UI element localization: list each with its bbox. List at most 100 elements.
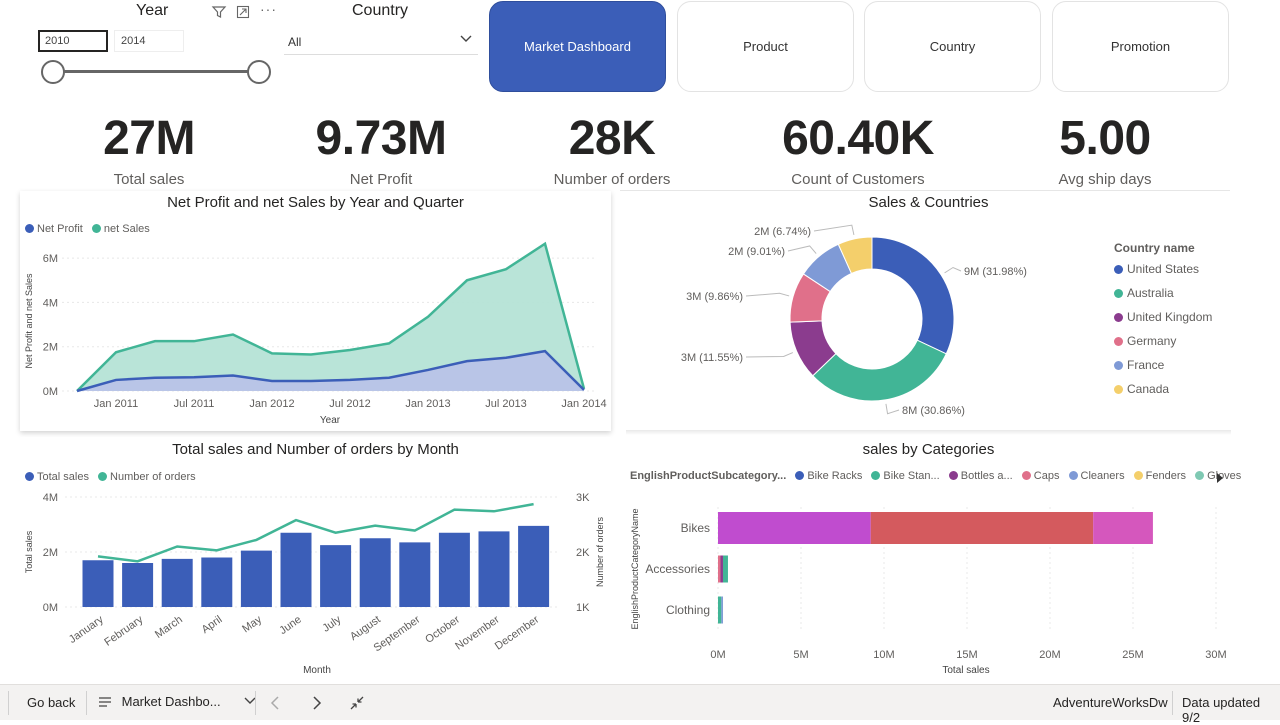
legend-dot [98, 472, 108, 481]
previous-page-icon[interactable] [270, 696, 280, 713]
year-slider-track[interactable] [52, 70, 260, 73]
legend-item[interactable]: Bike Stan... [871, 470, 940, 482]
legend-dot [1021, 471, 1031, 480]
x-axis-title: Year [320, 415, 341, 426]
x-tick-label: Jul 2011 [174, 398, 215, 410]
year-slicer: Year 2010 2014 [36, 0, 276, 92]
year-slider-start-handle[interactable] [41, 60, 65, 84]
line-net-sales [76, 241, 586, 392]
legend-next-icon[interactable] [1216, 470, 1224, 488]
legend-item[interactable]: Bottles a... [948, 470, 1013, 482]
page-selector[interactable]: Market Dashbo... [98, 693, 256, 711]
kpi-value: 28K [568, 112, 656, 165]
year-to-input[interactable]: 2014 [114, 30, 184, 52]
legend-item[interactable]: Caps [1021, 470, 1059, 482]
sales-countries-chart[interactable]: Sales & Countries 9M (31.98%) 8M (30.86%)… [626, 191, 1231, 431]
go-back-button[interactable]: Go back [27, 695, 76, 710]
sales-categories-chart[interactable]: sales by Categories EnglishProductSubcat… [626, 437, 1241, 682]
legend-dot [871, 471, 881, 480]
area-net-profit [77, 351, 584, 391]
y-tick-label: Bikes [681, 521, 710, 535]
legend-label: United States [1127, 262, 1200, 276]
filter-icon[interactable] [211, 4, 227, 23]
bar-segment-bikes [718, 512, 871, 544]
y-tick-label: Clothing [666, 603, 710, 617]
leader-line [787, 245, 817, 254]
legend-label: Bike Racks [807, 470, 863, 482]
y-tick-label: 2M [43, 547, 58, 559]
area-chart-plot: 0M 2M 4M 6M Jan 2011 Jul 2011 Jan 2012 Jul 2012… [24, 241, 607, 426]
kpi-label: Count of Customers [791, 171, 925, 188]
x-tick-label: 5M [793, 649, 808, 661]
kpi-number-of-orders: 28K Number of orders [497, 110, 727, 188]
y-axis-title: Net Profit and net Sales [24, 273, 34, 369]
legend-item[interactable]: Fenders [1133, 470, 1186, 482]
nav-button-market-dashboard[interactable]: Market Dashboard [489, 1, 666, 92]
bar-segment-bikes [870, 512, 1094, 544]
x-tick-label: 20M [1039, 649, 1060, 661]
x-tick-label: 30M [1205, 649, 1226, 661]
x-tick-label: July [320, 613, 343, 634]
sales-orders-month-chart[interactable]: Total sales and Number of orders by Mont… [20, 437, 611, 682]
donut-legend-item[interactable]: Australia [1114, 286, 1174, 300]
legend-item[interactable]: Bike Racks [795, 470, 862, 482]
panel-divider [626, 430, 1231, 435]
collapse-icon[interactable] [350, 696, 364, 713]
dataset-name: AdventureWorksDw [1053, 695, 1168, 710]
bar-segment-accessories [722, 555, 728, 583]
kpi-avg-ship-days: 5.00 Avg ship days [990, 110, 1220, 188]
bar-september [399, 542, 431, 607]
legend-dot [1114, 385, 1123, 394]
bar-segment-bikes [1093, 512, 1153, 544]
legend-item[interactable]: Net Profit [25, 223, 83, 235]
chart-legend: Net Profit net Sales [25, 223, 156, 235]
legend-label: United Kingdom [1127, 310, 1213, 324]
y-axis-title: EnglishProductCategoryName [630, 508, 640, 629]
legend-label: Canada [1127, 382, 1170, 396]
country-dropdown[interactable]: All [284, 27, 478, 55]
nav-button-product[interactable]: Product [677, 1, 854, 92]
legend-item[interactable]: Number of orders [98, 471, 196, 483]
leader-line [745, 352, 794, 358]
country-slicer-title: Country [352, 2, 409, 19]
net-profit-sales-chart[interactable]: Net Profit and net Sales by Year and Qua… [20, 191, 611, 431]
donut-legend-item[interactable]: France [1114, 358, 1164, 372]
y2-tick-label: 2K [576, 547, 590, 559]
y-tick-label: 4M [43, 297, 58, 309]
year-slider-end-handle[interactable] [247, 60, 271, 84]
kpi-value: 5.00 [1059, 112, 1151, 165]
bar-december [518, 525, 550, 607]
bar-segment-clothing [718, 596, 722, 624]
year-from-input[interactable]: 2010 [38, 30, 108, 52]
donut-legend-item[interactable]: United Kingdom [1114, 310, 1212, 324]
more-options-icon[interactable]: ··· [260, 1, 277, 17]
nav-button-promotion[interactable]: Promotion [1052, 1, 1229, 92]
legend-item[interactable]: Cleaners [1068, 470, 1125, 482]
donut-legend-item[interactable]: United States [1114, 262, 1199, 276]
legend-dot [795, 471, 805, 480]
donut-legend-item[interactable]: Canada [1114, 382, 1169, 396]
legend-dot [1114, 361, 1123, 370]
legend-item[interactable]: Gloves [1195, 470, 1241, 482]
legend-dot [1195, 471, 1205, 480]
next-page-icon[interactable] [312, 696, 322, 713]
chart-legend: Total sales Number of orders [25, 471, 202, 483]
data-label: 2M (6.74%) [754, 226, 811, 238]
legend-label: France [1127, 358, 1165, 372]
divider [255, 691, 256, 715]
legend-item[interactable]: Total sales [25, 471, 89, 483]
legend-label: Number of orders [110, 471, 196, 483]
donut-legend-item[interactable]: Germany [1114, 334, 1176, 348]
pages-list-icon [98, 696, 112, 711]
donut-slice-united-states [871, 236, 955, 355]
nav-button-country[interactable]: Country [864, 1, 1041, 92]
legend-item[interactable]: net Sales [91, 223, 150, 235]
x-axis-title: Total sales [942, 665, 989, 676]
leader-line [885, 403, 900, 415]
legend-title: EnglishProductSubcategory... [630, 470, 787, 482]
donut-chart-plot: 9M (31.98%) 8M (30.86%) 3M (11.55%) 3M (9.8… [681, 224, 1027, 417]
focus-mode-icon[interactable] [236, 5, 250, 22]
kpi-net-profit: 9.73M Net Profit [266, 110, 496, 188]
data-updated-text: Data updated 9/2 [1182, 695, 1261, 725]
hbar-chart-plot: 0M 5M 10M 15M 20M 25M 30M Bikes Accessories Cloth… [630, 507, 1227, 676]
